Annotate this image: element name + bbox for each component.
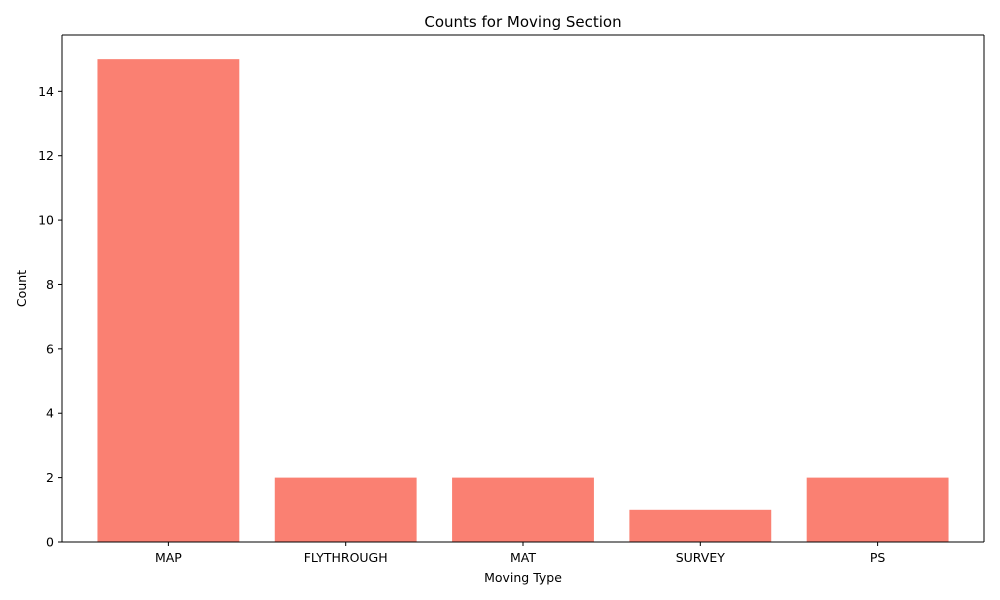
- y-tick-label: 0: [46, 535, 54, 550]
- y-axis-label: Count: [14, 270, 29, 307]
- bar-map: [97, 59, 240, 543]
- x-tick-label: FLYTHROUGH: [304, 550, 388, 565]
- x-tick-label: MAT: [510, 550, 536, 565]
- bar-flythrough: [274, 477, 417, 542]
- y-tick-label: 6: [46, 341, 54, 356]
- x-tick-label: SURVEY: [676, 550, 726, 565]
- y-tick-label: 12: [38, 148, 54, 163]
- bar-mat: [452, 477, 594, 542]
- x-axis-label: Moving Type: [484, 570, 562, 585]
- chart-title: Counts for Moving Section: [424, 13, 621, 31]
- x-ticks: MAP FLYTHROUGH MAT SURVEY PS: [155, 542, 885, 565]
- y-tick-label: 2: [46, 470, 54, 485]
- bar-survey: [629, 509, 772, 542]
- y-tick-label: 14: [38, 84, 54, 99]
- y-ticks: 0 2 4 6 8 10 12 14: [38, 84, 62, 550]
- bar-ps: [806, 477, 949, 542]
- bars-layer: [97, 59, 949, 543]
- y-tick-label: 10: [38, 213, 54, 228]
- x-tick-label: PS: [870, 550, 886, 565]
- y-tick-label: 4: [46, 406, 54, 421]
- x-tick-label: MAP: [155, 550, 182, 565]
- y-tick-label: 8: [46, 277, 54, 292]
